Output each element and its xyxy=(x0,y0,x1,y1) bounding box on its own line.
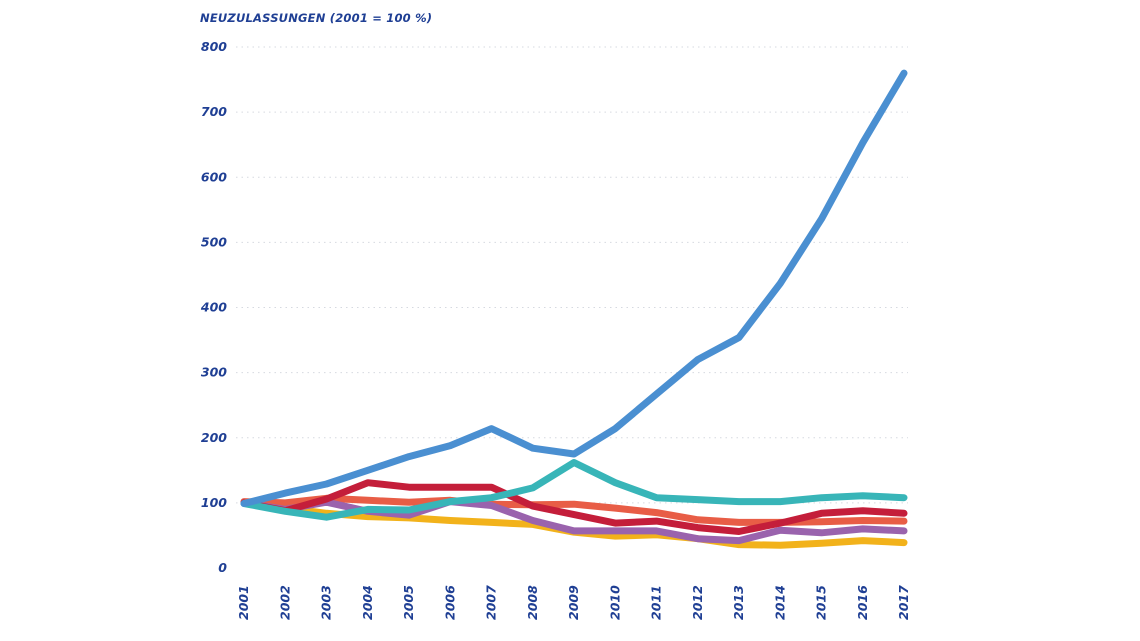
series-line-6 xyxy=(240,69,908,507)
y-tick-label: 600 xyxy=(201,169,227,184)
x-tick-label: 2013 xyxy=(731,585,746,620)
x-axis-tick-labels: 2001 2002 2003 2004 2005 2006 2007 2008 2009 2010… xyxy=(236,585,911,620)
series-line-5 xyxy=(240,459,908,521)
series-line-3 xyxy=(240,498,908,545)
x-tick-label: 2004 xyxy=(360,585,375,620)
y-tick-label: 300 xyxy=(201,365,227,380)
x-tick-label: 2002 xyxy=(277,585,292,620)
gridlines xyxy=(236,46,908,504)
y-tick-label: 0 xyxy=(218,560,227,575)
x-tick-label: 2010 xyxy=(607,585,622,620)
x-tick-label: 2015 xyxy=(814,585,829,620)
x-tick-label: 2011 xyxy=(649,585,664,620)
x-tick-label: 2006 xyxy=(442,585,457,620)
y-tick-label: 100 xyxy=(201,495,227,510)
series-lines xyxy=(240,69,908,549)
y-tick-label: 700 xyxy=(201,104,227,119)
x-tick-label: 2014 xyxy=(772,585,787,620)
x-tick-label: 2016 xyxy=(855,585,870,620)
x-tick-label: 2005 xyxy=(401,585,416,620)
y-tick-label: 500 xyxy=(201,234,227,249)
y-tick-label: 200 xyxy=(201,430,227,445)
x-tick-label: 2007 xyxy=(484,585,499,620)
x-tick-label: 2008 xyxy=(525,585,540,620)
x-tick-label: 2001 xyxy=(236,585,251,620)
series-line-4 xyxy=(240,479,908,535)
x-tick-label: 2009 xyxy=(566,585,581,620)
y-tick-label: 400 xyxy=(200,300,227,315)
chart-title: NEUZULASSUNGEN (2001 = 100 %) xyxy=(200,11,433,25)
x-tick-label: 2003 xyxy=(319,585,334,620)
y-axis-tick-labels: 0 100 200 300 400 500 600 700 800 xyxy=(200,39,227,575)
x-tick-label: 2017 xyxy=(896,585,911,620)
y-tick-label: 800 xyxy=(201,39,227,54)
x-tick-label: 2012 xyxy=(690,585,705,620)
